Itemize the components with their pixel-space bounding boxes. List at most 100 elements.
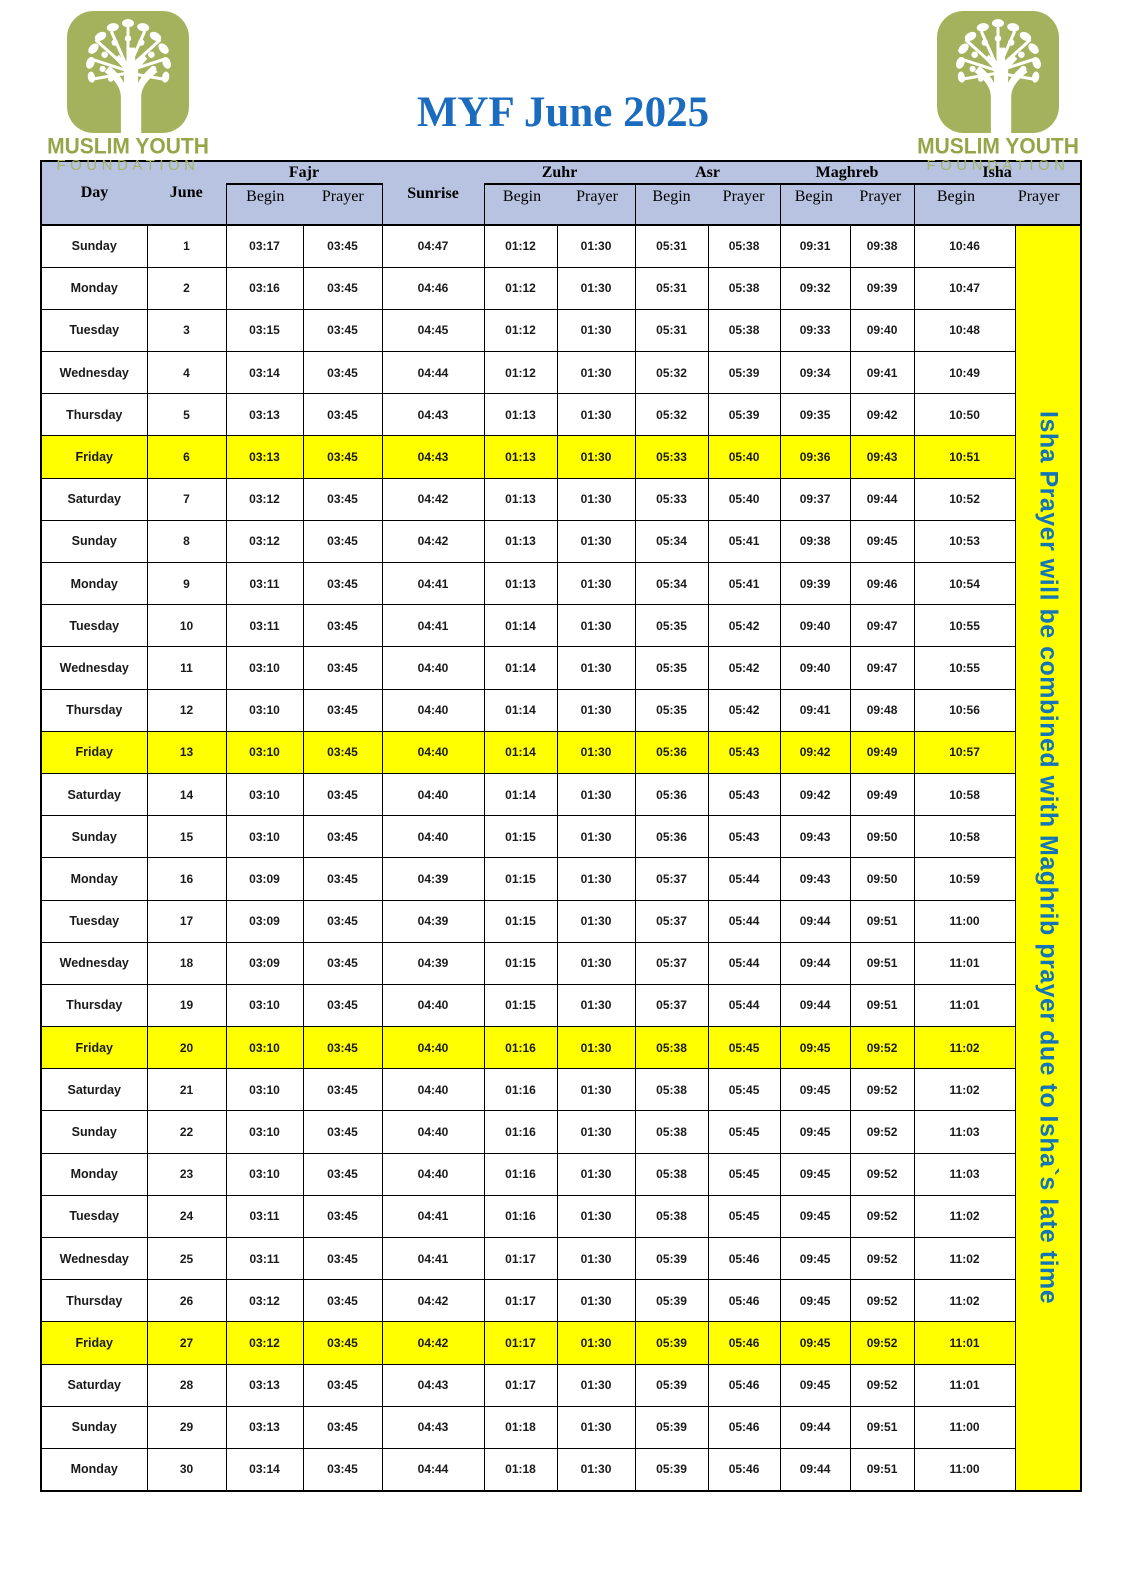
sunrise-cell: 04:40 [381,688,485,732]
sunrise-cell: 04:41 [381,1194,485,1239]
fajr-begin-cell: 03:13 [225,393,304,437]
fajr-prayer-cell: 03:45 [302,1405,383,1449]
fajr-begin-cell: 03:16 [225,266,304,310]
table-row: Tuesday 24 03:11 03:45 04:41 01:16 01:30… [40,1194,1081,1239]
myf-tree-logo-icon [937,11,1059,134]
date-cell: 2 [146,266,227,310]
zuhr-prayer-cell: 01:30 [556,266,636,310]
isha-begin-cell: 10:46 [913,224,1016,268]
asr-prayer-cell: 05:42 [707,646,781,690]
day-cell: Wednesday [40,1236,148,1281]
isha-begin-cell: 11:01 [913,983,1016,1028]
asr-prayer-cell: 05:44 [707,941,781,985]
day-cell: Monday [40,1152,148,1196]
logo-text-muslim-youth: MUSLIM YOUTH [917,134,1079,159]
asr-prayer-cell: 05:42 [707,604,781,648]
subheader-prayer: Prayer [321,188,364,205]
asr-begin-cell: 05:39 [634,1321,709,1365]
sunrise-cell: 04:41 [381,561,485,606]
maghreb-begin-cell: 09:31 [779,224,851,268]
fajr-begin-cell: 03:15 [225,308,304,353]
asr-prayer-cell: 05:46 [707,1279,781,1323]
fajr-prayer-cell: 03:45 [302,688,383,732]
isha-begin-cell: 10:47 [913,266,1016,310]
fajr-prayer-cell: 03:45 [302,1363,383,1407]
subheader-begin: Begin [936,188,976,205]
sunrise-cell: 04:44 [381,351,485,395]
maghreb-prayer-cell: 09:39 [849,266,915,310]
day-cell: Tuesday [40,308,148,353]
asr-prayer-cell: 05:38 [707,308,781,353]
asr-prayer-cell: 05:44 [707,899,781,943]
sunrise-cell: 04:42 [381,1279,485,1323]
zuhr-begin-cell: 01:13 [483,393,558,437]
zuhr-prayer-cell: 01:30 [556,477,636,521]
fajr-prayer-cell: 03:45 [302,1279,383,1323]
table-row: Sunday 8 03:12 03:45 04:42 01:13 01:30 0… [40,519,1081,564]
header-maghreb: Maghreb [780,161,915,185]
date-cell: 8 [146,519,227,564]
maghreb-begin-cell: 09:45 [779,1363,851,1407]
table-row: Friday 20 03:10 03:45 04:40 01:16 01:30 … [40,1026,1081,1070]
isha-begin-cell: 10:55 [913,646,1016,690]
isha-begin-cell: 10:58 [913,772,1016,817]
zuhr-prayer-cell: 01:30 [556,435,636,479]
asr-begin-cell: 05:36 [634,815,709,859]
fajr-prayer-cell: 03:45 [302,1026,383,1070]
date-cell: 19 [146,983,227,1028]
date-cell: 9 [146,561,227,606]
maghreb-begin-cell: 09:45 [779,1152,851,1196]
day-cell: Thursday [40,983,148,1028]
zuhr-prayer-cell: 01:30 [556,1194,636,1239]
asr-prayer-cell: 05:39 [707,351,781,395]
asr-prayer-cell: 05:42 [707,688,781,732]
sunrise-cell: 04:43 [381,1363,485,1407]
fajr-begin-cell: 03:10 [225,1152,304,1196]
maghreb-begin-cell: 09:45 [779,1110,851,1154]
isha-begin-cell: 11:02 [913,1194,1016,1239]
isha-begin-cell: 11:01 [913,1321,1016,1365]
day-cell: Friday [40,730,148,774]
day-cell: Monday [40,561,148,606]
timetable-header: Day June Fajr Sunrise Zuhr Asr Maghreb I… [41,161,1082,226]
fajr-begin-cell: 03:13 [225,435,304,479]
date-cell: 4 [146,351,227,395]
fajr-prayer-cell: 03:45 [302,730,383,774]
fajr-prayer-cell: 03:45 [302,266,383,310]
maghreb-prayer-cell: 09:47 [849,646,915,690]
isha-begin-cell: 11:00 [913,1405,1016,1449]
timetable-wrap: Day June Fajr Sunrise Zuhr Asr Maghreb I… [40,160,1123,1492]
asr-prayer-cell: 05:43 [707,730,781,774]
fajr-begin-cell: 03:10 [225,688,304,732]
zuhr-prayer-cell: 01:30 [556,1152,636,1196]
fajr-begin-cell: 03:09 [225,941,304,985]
zuhr-begin-cell: 01:13 [483,477,558,521]
asr-begin-cell: 05:33 [634,477,709,521]
zuhr-prayer-cell: 01:30 [556,393,636,437]
table-row: Saturday 28 03:13 03:45 04:43 01:17 01:3… [40,1363,1081,1407]
day-cell: Wednesday [40,351,148,395]
header-day: Day [41,161,147,226]
isha-begin-cell: 11:03 [913,1110,1016,1154]
fajr-prayer-cell: 03:45 [302,899,383,943]
fajr-prayer-cell: 03:45 [302,1194,383,1239]
asr-begin-cell: 05:33 [634,435,709,479]
header-asr: Asr [635,161,781,185]
date-cell: 16 [146,857,227,901]
zuhr-prayer-cell: 01:30 [556,1321,636,1365]
fajr-prayer-cell: 03:45 [302,1110,383,1154]
zuhr-begin-cell: 01:16 [483,1194,558,1239]
date-cell: 28 [146,1363,227,1407]
maghreb-prayer-cell: 09:52 [849,1321,915,1365]
myf-tree-logo-icon [67,11,189,134]
table-row: Friday 13 03:10 03:45 04:40 01:14 01:30 … [40,730,1081,774]
fajr-begin-cell: 03:12 [225,477,304,521]
fajr-prayer-cell: 03:45 [302,941,383,985]
asr-prayer-cell: 05:39 [707,393,781,437]
date-cell: 13 [146,730,227,774]
sunrise-cell: 04:45 [381,308,485,353]
zuhr-prayer-cell: 01:30 [556,351,636,395]
isha-begin-cell: 10:57 [913,730,1016,774]
maghreb-prayer-cell: 09:52 [849,1068,915,1112]
isha-begin-cell: 10:58 [913,815,1016,859]
